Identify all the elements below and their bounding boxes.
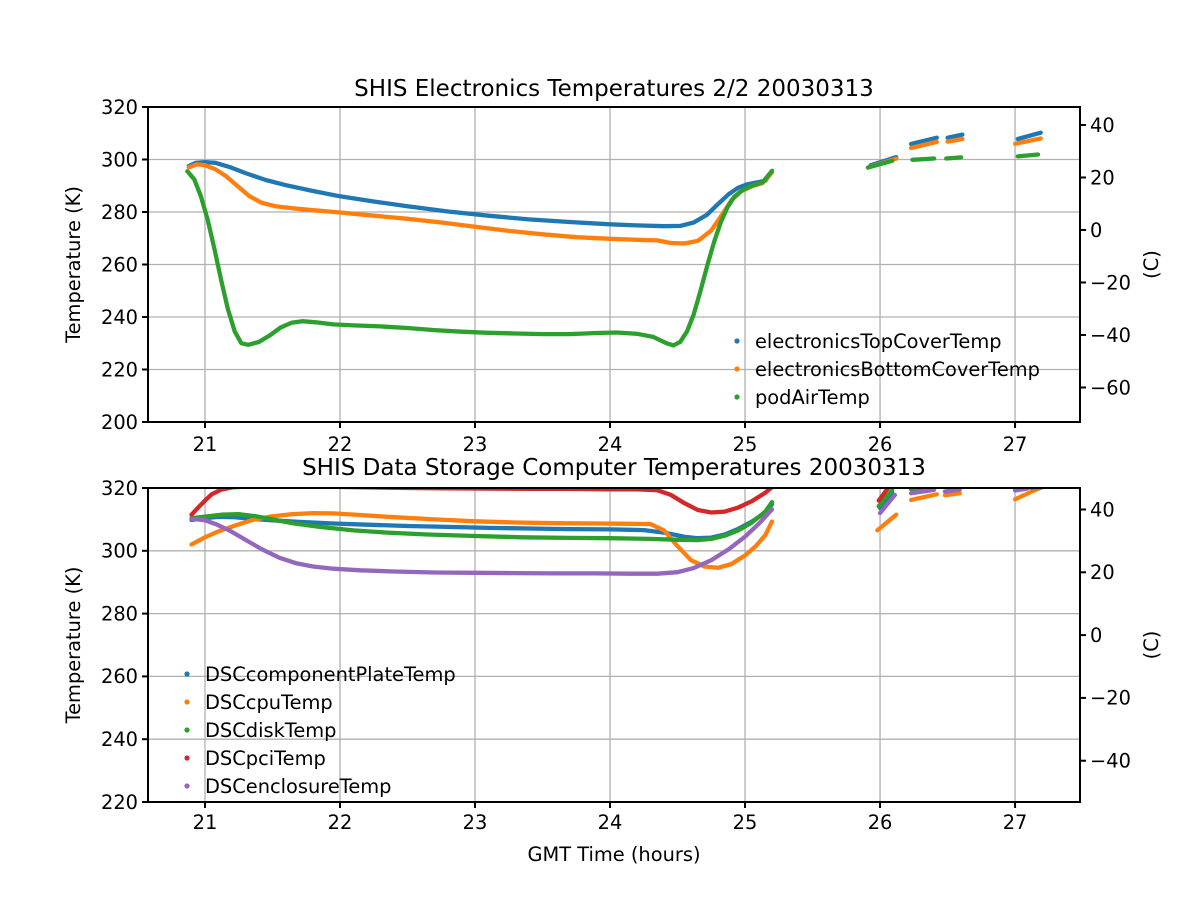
bottom-chart: 21 22 23 24 25 26 27 220 240 260 280 300 320 40 20 0 −20…	[62, 455, 1163, 866]
legend-label: DSCcpuTemp	[205, 691, 333, 714]
y-tick-label-left: 220	[101, 791, 138, 814]
x-tick-label: 27	[1003, 811, 1028, 834]
x-tick-label: 21	[193, 433, 218, 456]
legend-marker	[184, 755, 190, 761]
series-segment	[189, 507, 775, 576]
y-tick-label-left: 300	[101, 540, 138, 563]
y-tick-label-left: 260	[101, 253, 138, 276]
series-segment	[185, 168, 775, 348]
top-chart: 21 22 23 24 25 26 2720022024026028030032040200…	[62, 76, 1163, 456]
y-axis-label-right: (C)	[1140, 631, 1163, 660]
y-axis-label-right: (C)	[1140, 250, 1163, 279]
series-segment	[945, 136, 965, 144]
series-segment	[186, 162, 775, 246]
series-segment	[875, 512, 899, 533]
y-tick-label-right: 20	[1090, 561, 1115, 584]
y-tick-label-right: 40	[1090, 498, 1115, 521]
y-axis-label-left: Temperature (K)	[62, 567, 85, 725]
series-segment	[944, 155, 964, 161]
series-segment	[908, 139, 939, 151]
x-tick-label: 27	[1003, 433, 1028, 456]
series-DSCenclosureTemp	[189, 488, 1045, 576]
x-tick-label: 22	[328, 433, 353, 456]
legend-marker	[734, 394, 740, 400]
legend-marker	[184, 671, 190, 677]
x-tick-label: 24	[598, 811, 623, 834]
chart-title: SHIS Electronics Temperatures 2/2 200303…	[354, 76, 874, 102]
chart-title: SHIS Data Storage Computer Temperatures …	[302, 455, 926, 481]
x-tick-label: 25	[733, 811, 758, 834]
series-podAirTemp	[185, 152, 1041, 348]
y-tick-label-left: 200	[101, 411, 138, 434]
y-tick-label-right: 0	[1090, 219, 1102, 242]
legend-label: DSCdiskTemp	[205, 719, 336, 742]
x-tick-label: 22	[328, 811, 353, 834]
series-segment	[1015, 130, 1043, 142]
y-tick-label-left: 240	[101, 728, 138, 751]
axes-spines	[147, 487, 1081, 803]
series-segment	[189, 499, 775, 543]
y-tick-label-right: −20	[1090, 687, 1131, 710]
y-tick-label-left: 320	[101, 477, 138, 500]
x-tick-label: 23	[463, 811, 488, 834]
x-tick-label: 24	[598, 433, 623, 456]
legend-label: electronicsBottomCoverTemp	[755, 358, 1040, 381]
y-tick-label-left: 300	[101, 148, 138, 171]
y-tick-label-right: 20	[1090, 166, 1115, 189]
legend-label: DSCenclosureTemp	[205, 775, 391, 798]
series-segment	[942, 491, 962, 498]
series-segment	[1015, 152, 1041, 159]
series-segment	[1012, 136, 1043, 146]
series-segment	[877, 492, 898, 516]
series-segment	[865, 158, 895, 170]
series-segment	[942, 488, 962, 494]
legend-label: podAirTemp	[755, 386, 870, 409]
legend-label: electronicsTopCoverTemp	[755, 330, 1002, 353]
y-tick-label-left: 220	[101, 358, 138, 381]
series-segment	[186, 159, 775, 229]
y-tick-label-right: 0	[1090, 624, 1102, 647]
legend-marker	[184, 783, 190, 789]
y-tick-label-right: −60	[1090, 376, 1131, 399]
series-segment	[945, 132, 965, 140]
x-tick-label: 26	[868, 433, 893, 456]
x-tick-label: 26	[868, 811, 893, 834]
y-tick-label-left: 280	[101, 602, 138, 625]
legend-marker	[734, 366, 740, 372]
y-tick-label-left: 260	[101, 665, 138, 688]
legend-marker	[184, 727, 190, 733]
series-segment	[1012, 490, 1033, 502]
series-segment	[910, 156, 937, 162]
y-tick-label-right: −40	[1090, 324, 1131, 347]
y-tick-label-right: −40	[1090, 749, 1131, 772]
legend-label: DSCcomponentPlateTemp	[205, 663, 456, 686]
series-segment	[876, 488, 895, 509]
y-tick-label-right: 40	[1090, 114, 1115, 137]
series-segment	[908, 492, 939, 503]
y-tick-label-left: 320	[101, 96, 138, 119]
y-tick-label-left: 280	[101, 201, 138, 224]
x-tick-label: 23	[463, 433, 488, 456]
series-segment	[908, 488, 937, 496]
x-tick-label: 21	[193, 811, 218, 834]
x-axis-label: GMT Time (hours)	[527, 843, 700, 866]
x-tick-label: 25	[733, 433, 758, 456]
y-axis-label-left: Temperature (K)	[62, 186, 85, 344]
legend-label: DSCpciTemp	[205, 747, 326, 770]
y-tick-label-left: 240	[101, 306, 138, 329]
legend-marker	[184, 699, 190, 705]
legend-marker	[734, 338, 740, 344]
y-tick-label-right: −20	[1090, 271, 1131, 294]
series-segment	[908, 135, 939, 147]
